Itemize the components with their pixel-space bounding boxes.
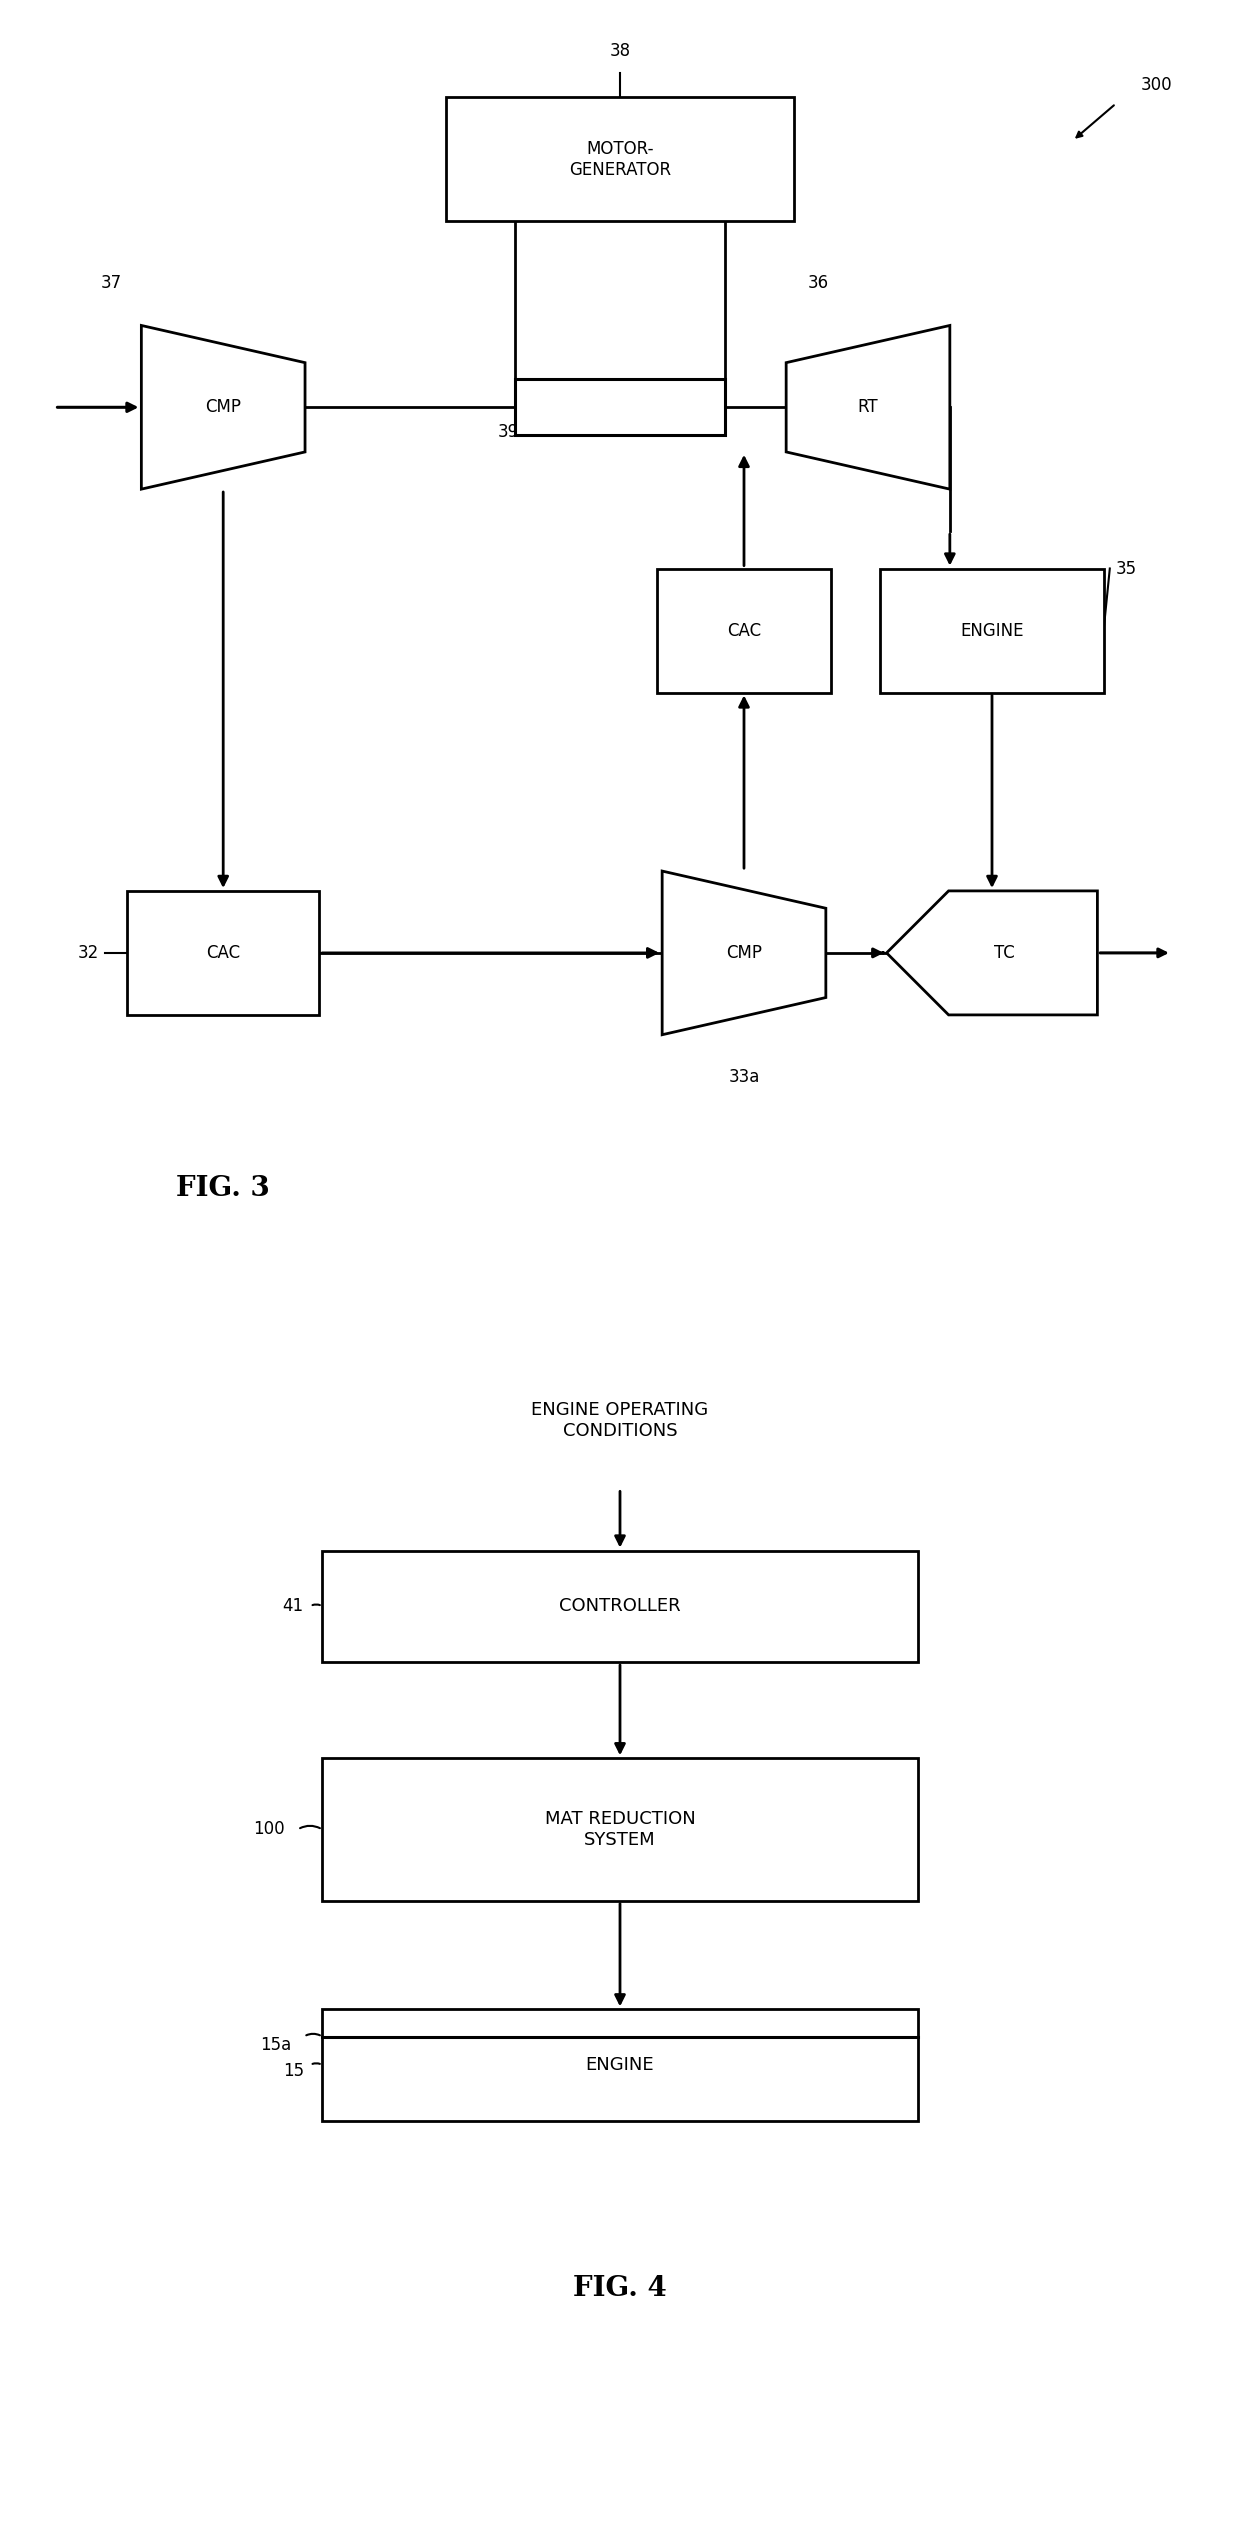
FancyBboxPatch shape <box>126 890 320 1014</box>
Text: TC: TC <box>994 943 1014 961</box>
Text: 38: 38 <box>609 43 631 61</box>
Text: MOTOR-
GENERATOR: MOTOR- GENERATOR <box>569 139 671 179</box>
Text: ENGINE: ENGINE <box>960 620 1024 641</box>
FancyBboxPatch shape <box>515 378 725 436</box>
Text: ENGINE: ENGINE <box>585 2055 655 2073</box>
Text: 33a: 33a <box>728 1067 760 1087</box>
Text: RT: RT <box>858 398 878 416</box>
FancyBboxPatch shape <box>880 567 1104 694</box>
Text: 15a: 15a <box>260 2035 291 2055</box>
Text: CMP: CMP <box>725 943 763 961</box>
Text: CAC: CAC <box>727 620 761 641</box>
Text: MAT REDUCTION
SYSTEM: MAT REDUCTION SYSTEM <box>544 1811 696 1849</box>
Text: 37: 37 <box>100 275 123 293</box>
Text: CAC: CAC <box>206 943 241 961</box>
Text: 35: 35 <box>1116 560 1137 578</box>
FancyBboxPatch shape <box>322 1758 918 1902</box>
Polygon shape <box>887 890 1097 1014</box>
Polygon shape <box>662 870 826 1034</box>
Text: 15: 15 <box>283 2063 304 2081</box>
FancyBboxPatch shape <box>322 2010 918 2121</box>
FancyBboxPatch shape <box>657 567 831 694</box>
Text: 100: 100 <box>253 1821 285 1839</box>
Text: ENGINE OPERATING
CONDITIONS: ENGINE OPERATING CONDITIONS <box>532 1400 708 1440</box>
Text: CONTROLLER: CONTROLLER <box>559 1596 681 1614</box>
Polygon shape <box>141 325 305 489</box>
FancyBboxPatch shape <box>322 1551 918 1662</box>
Text: FIG. 3: FIG. 3 <box>176 1175 270 1203</box>
Text: CMP: CMP <box>205 398 242 416</box>
Text: 41: 41 <box>283 1596 304 1614</box>
Text: FIG. 4: FIG. 4 <box>573 2275 667 2303</box>
Text: 36: 36 <box>807 275 830 293</box>
Polygon shape <box>786 325 950 489</box>
Text: 32: 32 <box>78 943 99 961</box>
Text: 39: 39 <box>497 424 520 441</box>
FancyBboxPatch shape <box>446 98 794 222</box>
Text: 300: 300 <box>1141 76 1173 93</box>
